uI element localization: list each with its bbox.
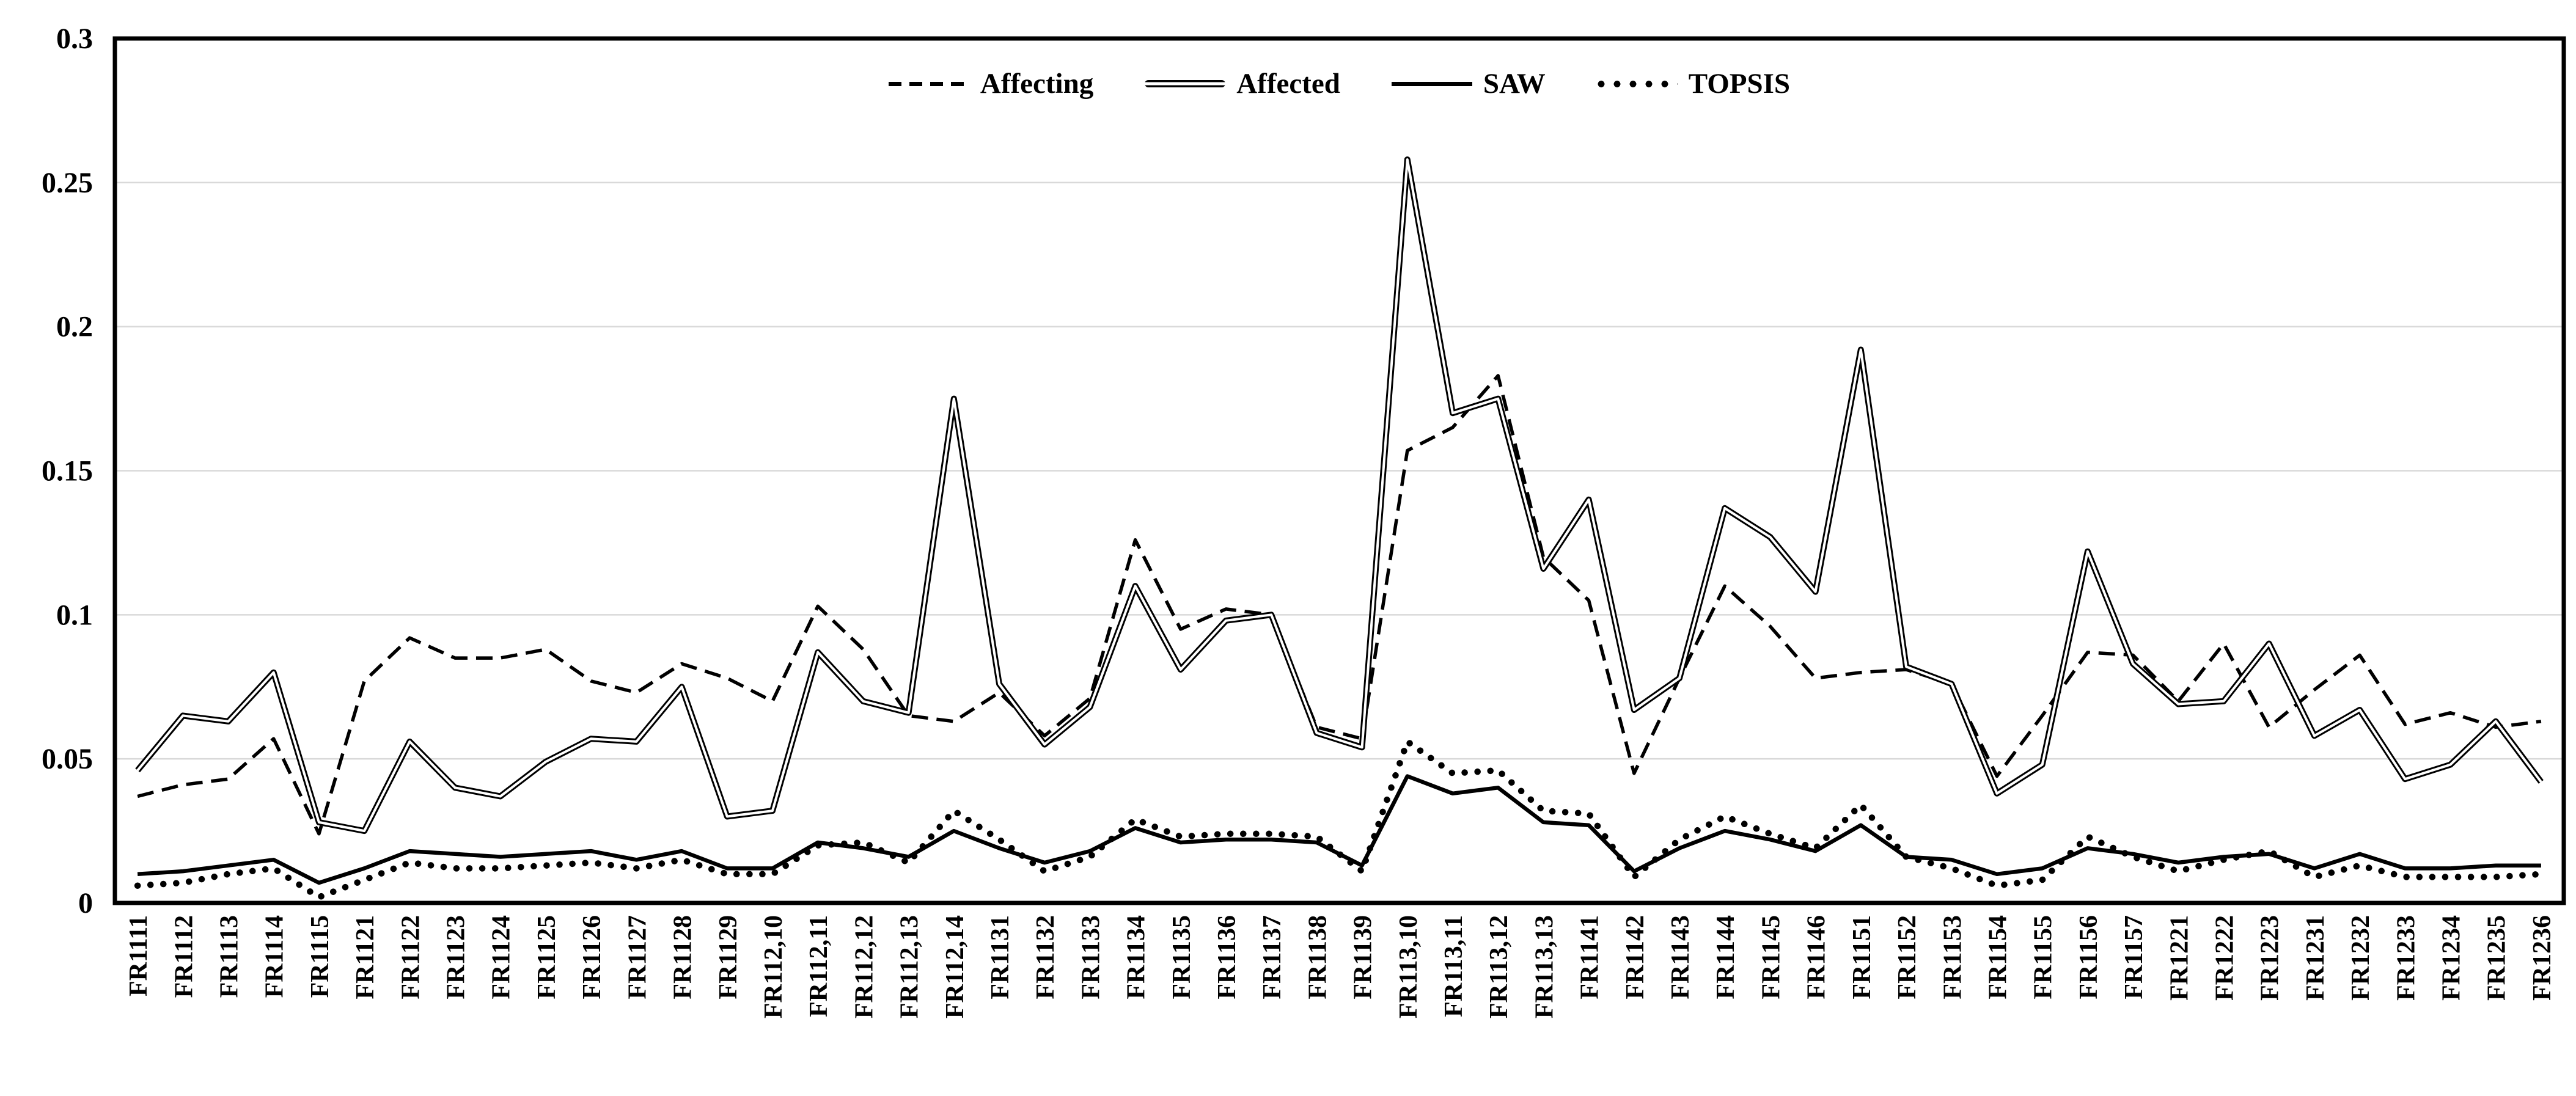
- x-axis-category-label: FR1233: [2392, 915, 2420, 1001]
- x-axis-category-label: FR1124: [488, 915, 516, 999]
- x-axis-category-label: FR1128: [669, 915, 697, 999]
- legend-item-affecting: Affecting: [888, 67, 1094, 100]
- x-axis-category-label: FR1112: [170, 915, 198, 998]
- gridlines: [115, 181, 2564, 760]
- x-axis-category-label: FR1141: [1576, 915, 1604, 999]
- x-axis-category-label: FR1234: [2437, 915, 2465, 1001]
- y-axis-tick-label: 0.25: [42, 167, 93, 199]
- y-axis-tick-labels: 0 0.05 0.1 0.15 0.2 0.25 0.3: [42, 23, 93, 919]
- x-axis-category-label: FR1121: [351, 915, 380, 999]
- x-axis-category-label: FR1221: [2165, 915, 2193, 1001]
- x-axis-category-label: FR113,10: [1395, 915, 1423, 1018]
- x-axis-category-label: FR1236: [2528, 915, 2556, 1001]
- x-axis-category-label: FR1231: [2302, 915, 2330, 1001]
- x-axis-category-label: FR112,14: [941, 915, 969, 1018]
- legend-label-affecting: Affecting: [980, 67, 1094, 100]
- x-axis-category-label: FR1235: [2483, 915, 2511, 1001]
- legend-item-affected: Affected: [1145, 67, 1340, 100]
- plot-border: [112, 36, 2566, 905]
- double-line-icon: [1145, 80, 1226, 87]
- x-axis-category-label: FR112,12: [850, 915, 878, 1018]
- x-axis-category-label: FR1153: [1939, 915, 1967, 999]
- x-axis-category-label: FR1115: [306, 915, 334, 998]
- x-axis-category-label: FR1138: [1304, 915, 1332, 999]
- x-axis-category-label: FR1144: [1712, 915, 1740, 999]
- x-axis-category-label: FR1133: [1077, 915, 1105, 999]
- x-axis-category-label: FR1126: [578, 915, 606, 999]
- x-axis-category-label: FR1152: [1893, 915, 1921, 999]
- y-axis-tick-label: 0.3: [56, 23, 93, 55]
- solid-line-icon: [1391, 81, 1472, 86]
- x-axis-category-label: FR1145: [1757, 915, 1785, 999]
- legend-label-saw: SAW: [1483, 67, 1546, 100]
- x-axis-category-label: FR1135: [1168, 915, 1196, 999]
- x-axis-category-label: FR113,13: [1530, 915, 1558, 1018]
- x-axis-category-label: FR1154: [1984, 915, 2012, 999]
- y-axis-tick-label: 0.2: [56, 311, 93, 343]
- x-axis-category-label: FR1155: [2030, 915, 2058, 999]
- x-axis-category-labels: FR1111 FR1112 FR1113 FR1114 FR1115 FR1121 FR11…: [125, 915, 2556, 1018]
- x-axis-category-label: FR1129: [714, 915, 743, 999]
- series-affected-line-inner: [136, 158, 2542, 833]
- x-axis-category-label: FR1222: [2211, 915, 2239, 1001]
- x-axis-category-label: FR1157: [2120, 915, 2148, 999]
- y-axis-tick-label: 0.05: [42, 743, 93, 775]
- series-topsis-line: [134, 738, 2545, 901]
- chart-legend: Affecting Affected SAW TOPSIS: [115, 56, 2564, 111]
- x-axis-category-label: FR1111: [125, 915, 153, 996]
- x-axis-category-label: FR1132: [1032, 915, 1060, 999]
- x-axis-category-label: FR1151: [1848, 915, 1876, 999]
- series-affecting-line: [137, 374, 2542, 836]
- x-axis-category-label: FR1223: [2256, 915, 2284, 1001]
- x-axis-category-label: FR1139: [1349, 915, 1378, 999]
- series-saw-line: [137, 774, 2541, 885]
- x-axis-category-label: FR1136: [1213, 915, 1241, 999]
- legend-label-topsis: TOPSIS: [1688, 67, 1791, 100]
- x-axis-category-label: FR1137: [1258, 915, 1286, 999]
- y-axis-tick-label: 0: [78, 887, 93, 919]
- x-axis-category-label: FR1146: [1803, 915, 1831, 999]
- legend-label-affected: Affected: [1236, 67, 1340, 100]
- x-axis-category-label: FR1127: [623, 915, 651, 999]
- x-axis-category-label: FR1123: [442, 915, 471, 999]
- dotted-line-icon: [1596, 79, 1678, 88]
- x-axis-category-label: FR1143: [1667, 915, 1695, 999]
- x-axis-category-label: FR1114: [261, 915, 289, 998]
- x-axis-category-label: FR1232: [2347, 915, 2375, 1001]
- x-axis-category-label: FR1113: [216, 915, 244, 998]
- x-axis-category-label: FR113,12: [1485, 915, 1513, 1018]
- series-affected-line: [135, 156, 2544, 835]
- x-axis-category-label: FR112,13: [896, 915, 924, 1018]
- x-axis-category-label: FR1156: [2075, 915, 2103, 999]
- x-axis-category-label: FR1142: [1621, 915, 1649, 999]
- x-axis-category-label: FR1131: [986, 915, 1015, 999]
- x-axis-category-label: FR112,10: [760, 915, 788, 1018]
- legend-item-saw: SAW: [1391, 67, 1546, 100]
- y-axis-tick-label: 0.1: [56, 599, 93, 631]
- x-axis-category-label: FR1122: [397, 915, 425, 999]
- y-axis-tick-label: 0.15: [42, 455, 93, 488]
- dashed-line-icon: [888, 81, 969, 86]
- x-axis-category-label: FR112,11: [805, 915, 833, 1017]
- x-axis-category-label: FR113,11: [1440, 915, 1468, 1017]
- legend-item-topsis: TOPSIS: [1596, 67, 1791, 100]
- x-axis-category-label: FR1134: [1123, 915, 1151, 999]
- x-axis-category-label: FR1125: [533, 915, 561, 999]
